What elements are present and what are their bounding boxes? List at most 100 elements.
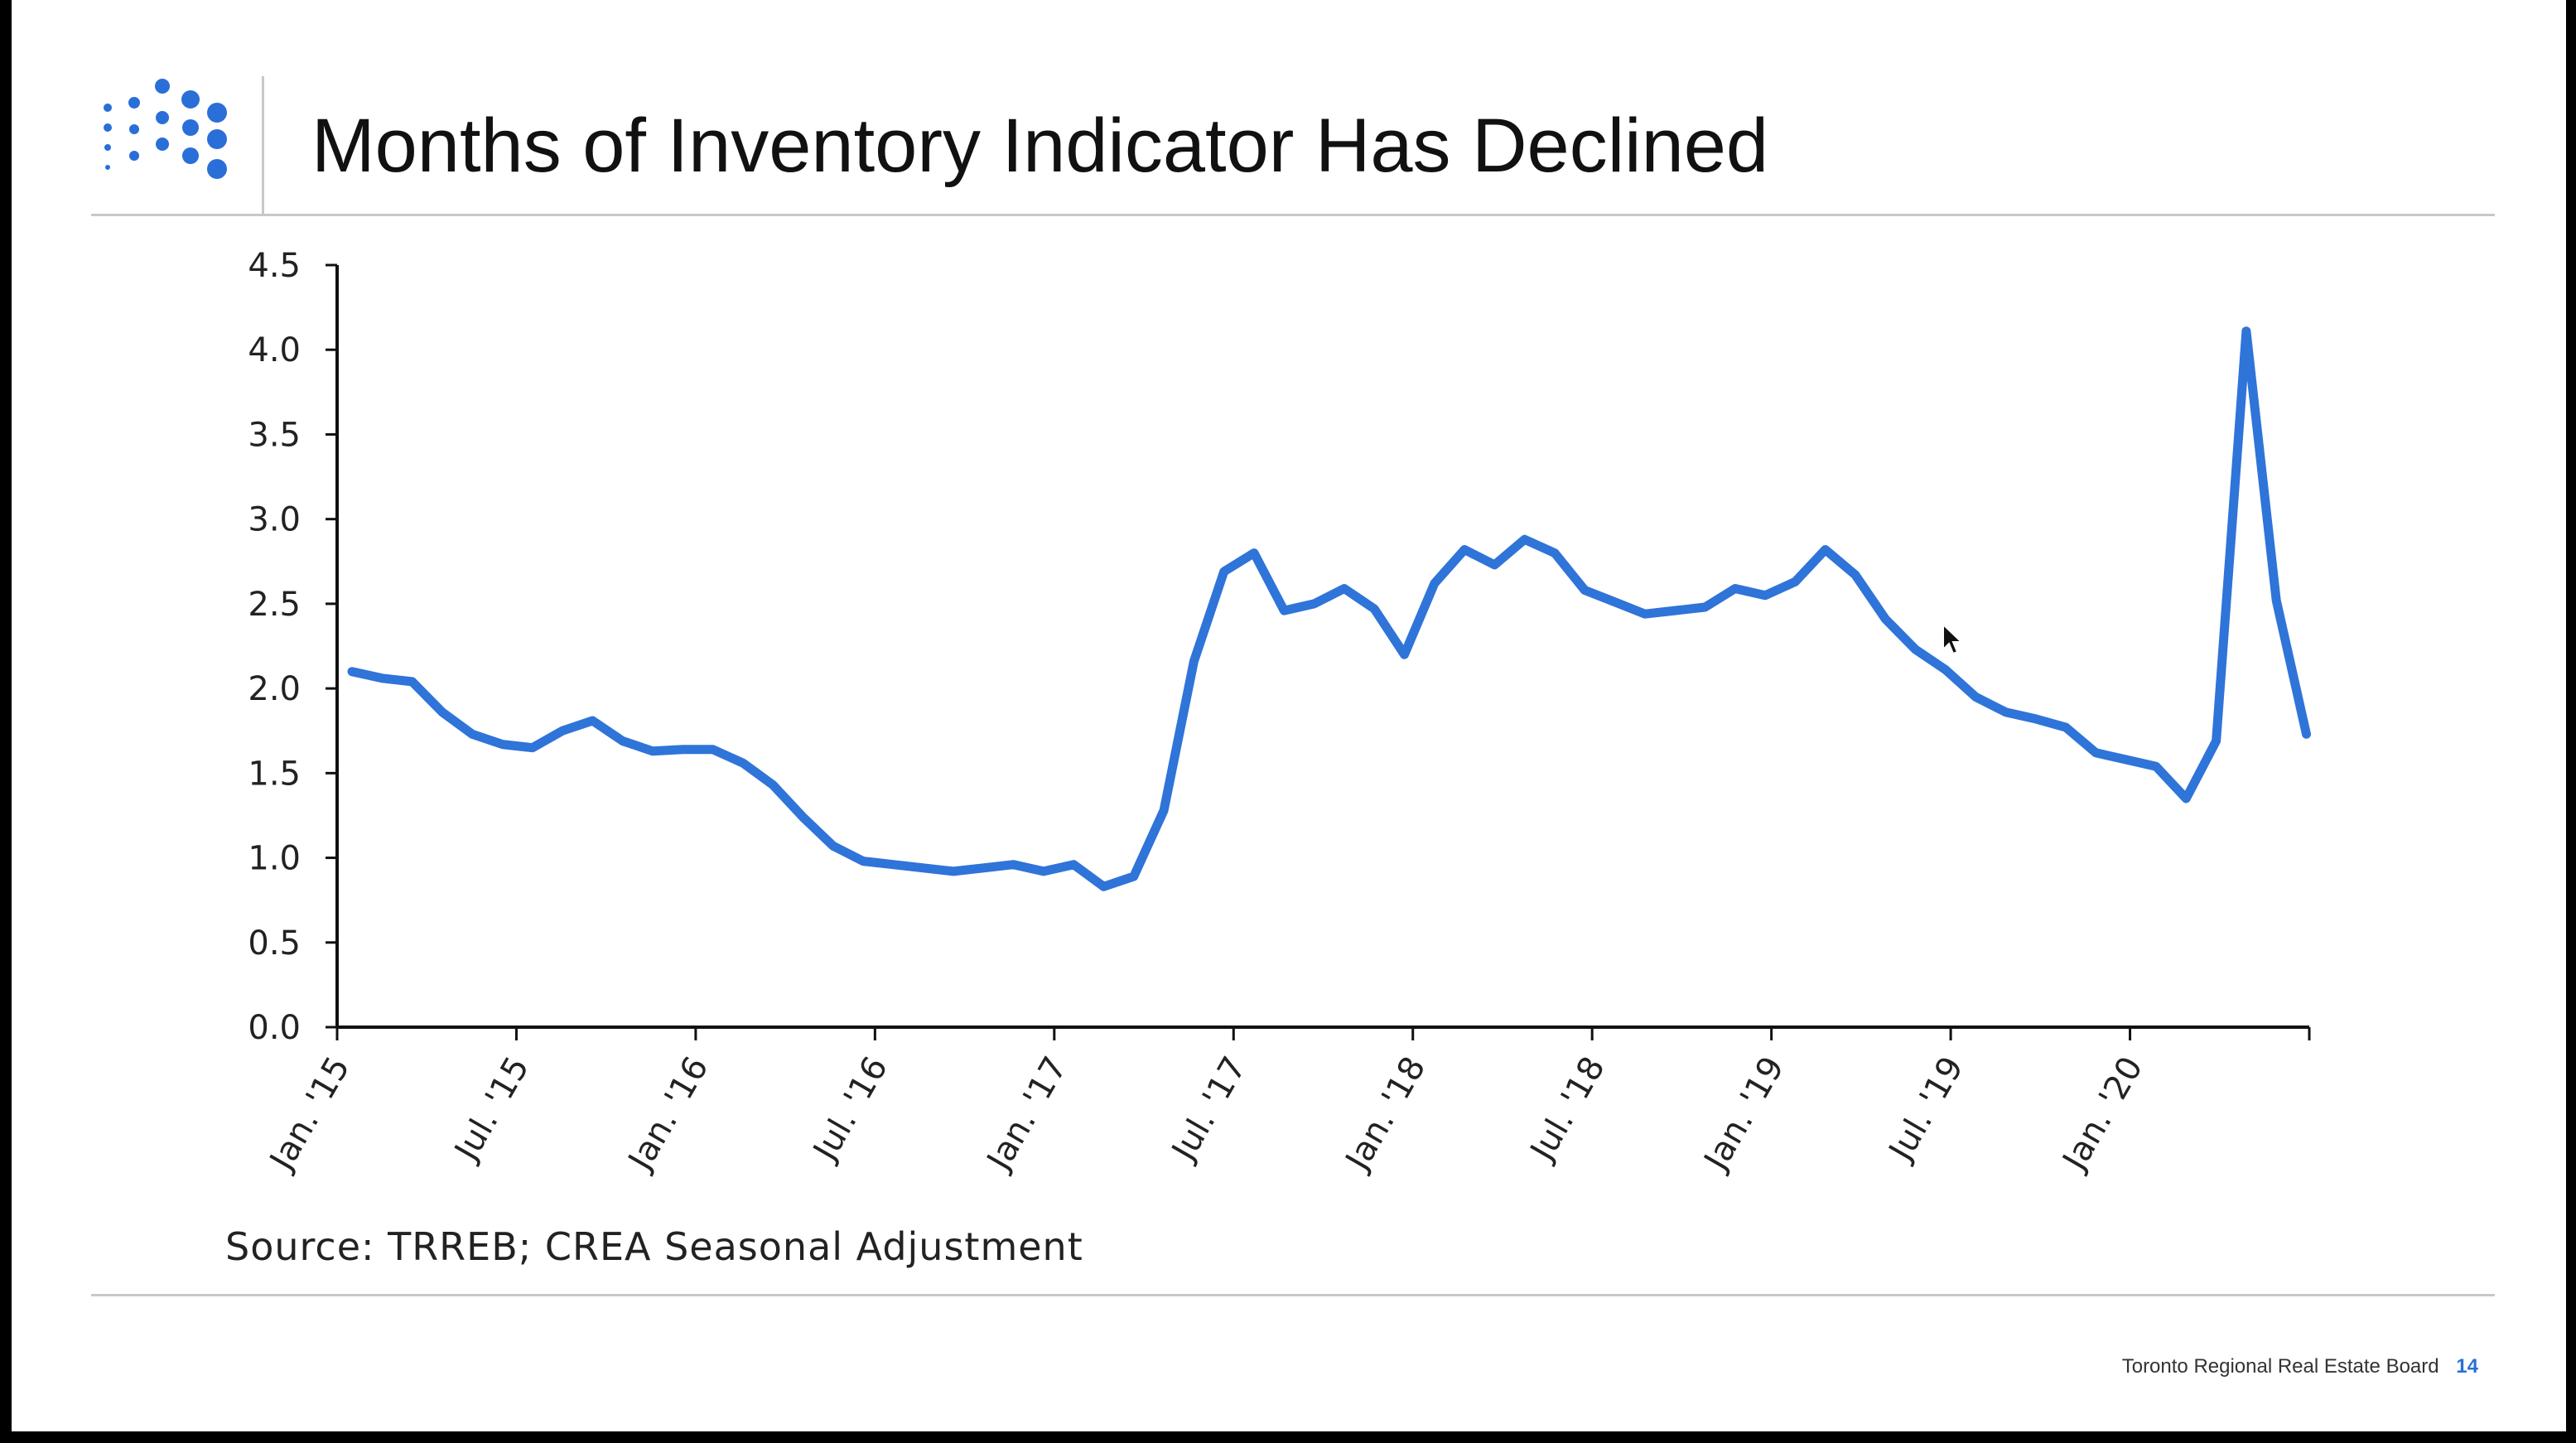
- x-tick-label: Jul. '17: [1164, 1050, 1254, 1169]
- slide-title: Months of Inventory Indicator Has Declin…: [311, 104, 1769, 188]
- data-point: [2093, 750, 2098, 755]
- data-point: [2214, 738, 2219, 743]
- data-point: [951, 869, 956, 874]
- footer-org: Toronto Regional Real Estate Board: [2121, 1355, 2439, 1378]
- header-divider: [262, 76, 264, 215]
- data-point: [2244, 329, 2249, 334]
- x-tick-label: Jul. '19: [1881, 1050, 1971, 1169]
- months-of-inventory-chart: 0.00.51.01.52.02.53.03.54.04.5 Jan. '15 J…: [248, 247, 2311, 1179]
- data-point: [1643, 611, 1647, 616]
- data-point: [2124, 757, 2129, 762]
- data-point: [1041, 869, 1046, 874]
- data-point: [500, 742, 505, 747]
- data-point: [1703, 605, 1708, 610]
- mouse-pointer-icon: [1942, 623, 1963, 655]
- series-group: [347, 326, 2311, 891]
- data-point: [560, 728, 565, 733]
- data-point: [1131, 874, 1136, 879]
- data-point: [1672, 608, 1677, 613]
- data-point: [711, 747, 716, 752]
- data-point: [1222, 569, 1227, 574]
- y-tick-label: 1.0: [248, 840, 301, 878]
- data-point: [1883, 616, 1888, 621]
- data-point: [650, 749, 655, 754]
- x-tick-label: Jul. '18: [1522, 1050, 1613, 1169]
- x-tick-label: Jan. '15: [262, 1050, 358, 1179]
- data-point: [350, 669, 355, 674]
- x-tick-label: Jan. '18: [1338, 1050, 1434, 1179]
- data-point: [410, 679, 415, 684]
- data-point: [1733, 586, 1738, 591]
- y-axis: 0.0 0.5 1.0 1.5 2.0 2.5 3.0 3.5 4.0 4.5: [248, 247, 339, 1047]
- series-line: [347, 326, 2311, 891]
- data-point: [1342, 586, 1347, 591]
- dot-grid-logo-icon: [104, 79, 227, 179]
- data-point: [1823, 547, 1828, 552]
- data-point: [1973, 694, 1978, 699]
- data-point: [2154, 764, 2159, 769]
- x-tick-label: Jan. '16: [620, 1050, 716, 1179]
- y-tick-label: 1.5: [248, 755, 301, 793]
- data-point: [1613, 600, 1618, 605]
- y-tick-label: 3.0: [248, 501, 301, 539]
- data-point: [2004, 710, 2009, 715]
- page-number: 14: [2456, 1355, 2478, 1378]
- y-tick-label: 4.5: [248, 247, 301, 285]
- data-point: [2183, 796, 2188, 801]
- x-tick-label: Jan. '20: [2054, 1050, 2150, 1179]
- data-point: [440, 710, 445, 715]
- data-point: [1853, 572, 1858, 577]
- slide: Months of Inventory Indicator Has Declin…: [12, 0, 2566, 1431]
- data-point: [2274, 598, 2279, 603]
- data-point: [1161, 808, 1166, 813]
- data-point: [2304, 731, 2309, 736]
- data-point: [1582, 588, 1587, 593]
- x-tick-label: Jan. '17: [979, 1050, 1075, 1179]
- data-point: [1792, 579, 1797, 584]
- data-point: [770, 783, 775, 788]
- data-point: [1402, 652, 1407, 657]
- x-tick-label: Jul. '15: [446, 1050, 537, 1169]
- data-point: [590, 718, 595, 723]
- data-point: [981, 866, 986, 871]
- data-point: [1191, 659, 1196, 664]
- data-point: [680, 747, 685, 752]
- data-point: [1432, 581, 1437, 586]
- data-point: [1462, 547, 1467, 552]
- data-point: [1372, 606, 1377, 611]
- data-point: [1492, 562, 1497, 567]
- data-point: [1102, 884, 1107, 889]
- data-point: [1252, 551, 1257, 556]
- source-note: Source: TRREB; CREA Seasonal Adjustment: [225, 1224, 1083, 1269]
- data-point: [1281, 608, 1286, 613]
- y-tick-label: 0.0: [248, 1009, 301, 1047]
- y-tick-label: 2.0: [248, 670, 301, 708]
- x-axis: Jan. '15 Jul. '15 Jan. '16 Jul. '16 Jan. '17…: [262, 1026, 2311, 1179]
- data-point: [620, 738, 625, 743]
- header-rule: [91, 214, 2495, 216]
- data-point: [1913, 647, 1918, 652]
- data-point: [379, 676, 384, 681]
- data-point: [2063, 725, 2068, 730]
- x-tick-label: Jan. '19: [1696, 1050, 1792, 1179]
- data-point: [1522, 537, 1527, 542]
- data-point: [470, 731, 475, 736]
- data-point: [2033, 717, 2038, 722]
- data-point: [861, 859, 866, 864]
- y-tick-label: 0.5: [248, 924, 301, 963]
- footer: Toronto Regional Real Estate Board 14: [2122, 1355, 2478, 1378]
- y-tick-label: 2.5: [248, 586, 301, 624]
- x-tick-label: Jul. '16: [805, 1050, 895, 1169]
- y-tick-label: 4.0: [248, 331, 301, 369]
- data-point: [921, 866, 926, 871]
- data-point: [1011, 862, 1016, 867]
- data-point: [801, 814, 806, 819]
- data-point: [740, 760, 745, 765]
- data-point: [1943, 668, 1948, 673]
- data-point: [831, 843, 836, 848]
- footer-rule: [91, 1294, 2495, 1296]
- data-point: [530, 746, 535, 750]
- y-tick-label: 3.5: [248, 416, 301, 454]
- data-point: [1071, 862, 1076, 867]
- data-point: [890, 862, 895, 867]
